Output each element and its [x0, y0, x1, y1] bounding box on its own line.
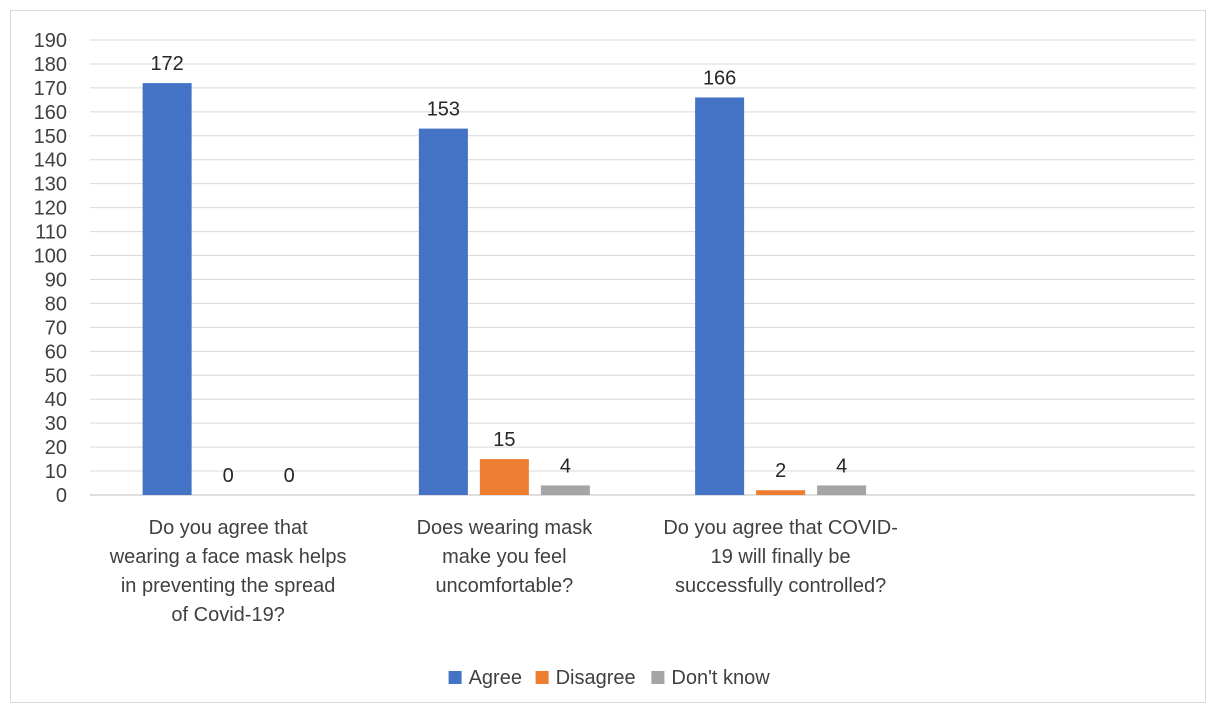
category-label: Do you agree that COVID-19 will finally …	[663, 517, 898, 597]
y-tick-label: 190	[34, 30, 67, 52]
y-tick-label: 180	[34, 54, 67, 76]
data-label: 4	[836, 455, 847, 477]
category-label: Do you agree that wearing a face mask hel…	[109, 517, 347, 626]
bars	[142, 83, 867, 496]
data-label: 153	[427, 99, 460, 121]
category-labels: Do you agree that wearing a face mask hel…	[109, 517, 898, 626]
data-label: 172	[150, 53, 183, 75]
y-tick-label: 130	[34, 174, 67, 196]
legend-swatch	[535, 671, 549, 684]
y-axis-ticks: 0102030405060708090100110120130140150160…	[34, 30, 67, 507]
data-label: 4	[560, 455, 571, 477]
legend-item: Disagree	[535, 667, 636, 689]
legend: Agree Disagree Don't know	[448, 667, 770, 689]
y-tick-label: 170	[34, 78, 67, 100]
bar-disagree	[756, 490, 806, 495]
legend-label: Don't know	[671, 667, 770, 689]
category-label: Does wearing mask make you feel uncomforta…	[417, 517, 594, 597]
y-tick-label: 40	[45, 389, 67, 411]
y-tick-label: 70	[45, 317, 67, 339]
bar-agree	[418, 128, 468, 495]
legend-swatch	[448, 671, 462, 684]
legend-label: Agree	[469, 667, 522, 689]
y-tick-label: 20	[45, 437, 67, 459]
chart-frame	[10, 10, 1206, 703]
y-tick-label: 10	[45, 461, 67, 483]
gridlines	[90, 39, 1195, 496]
y-tick-label: 50	[45, 365, 67, 387]
y-tick-label: 120	[34, 198, 67, 220]
y-tick-label: 100	[34, 246, 67, 268]
legend-item: Don't know	[651, 667, 770, 689]
data-label: 0	[223, 465, 234, 487]
y-tick-label: 60	[45, 341, 67, 363]
y-tick-label: 110	[35, 222, 67, 244]
y-tick-label: 30	[45, 413, 67, 435]
y-tick-label: 160	[34, 102, 67, 124]
data-label: 0	[284, 465, 295, 487]
bar-don-t-know	[817, 485, 867, 495]
legend-label: Disagree	[556, 667, 636, 689]
data-label: 15	[493, 429, 515, 451]
y-tick-label: 0	[56, 485, 67, 507]
bar-agree	[695, 97, 745, 495]
y-tick-label: 150	[34, 126, 67, 148]
y-tick-label: 90	[45, 269, 67, 291]
bar-agree	[142, 83, 192, 496]
data-label: 2	[775, 460, 786, 482]
data-labels: 172 0 0 153 15 4 166 2 4	[150, 53, 847, 487]
legend-swatch	[651, 671, 665, 684]
y-tick-label: 140	[34, 150, 67, 172]
legend-item: Agree	[448, 667, 522, 689]
bar-don-t-know	[540, 485, 590, 495]
y-tick-label: 80	[45, 293, 67, 315]
data-label: 166	[703, 67, 736, 89]
bar-disagree	[479, 459, 529, 495]
